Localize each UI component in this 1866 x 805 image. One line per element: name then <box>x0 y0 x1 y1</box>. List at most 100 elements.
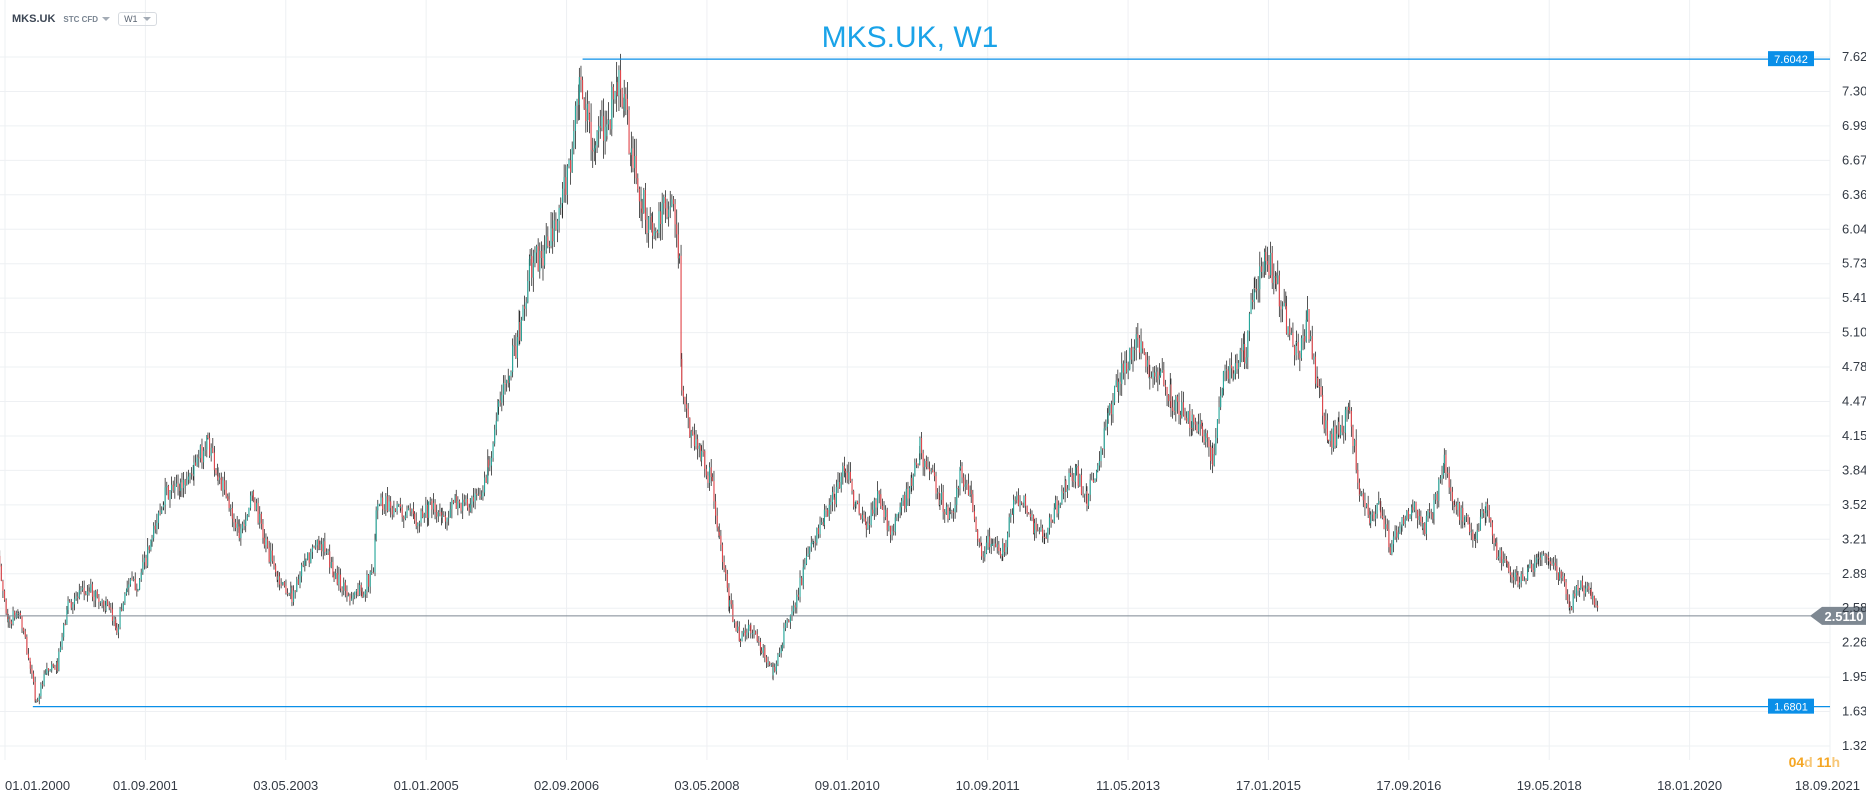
candle-body <box>124 593 126 603</box>
candle-body <box>1277 275 1279 284</box>
candle-body <box>388 501 390 511</box>
candle-body <box>1475 539 1477 541</box>
candle <box>161 506 163 515</box>
candle <box>845 468 847 483</box>
candle-body <box>1374 513 1377 519</box>
candle-body <box>1499 550 1501 557</box>
candle-body <box>497 406 499 421</box>
candle-body <box>156 522 158 530</box>
candle-body <box>95 591 97 601</box>
candle-body <box>227 496 229 500</box>
candle-body <box>1011 513 1013 515</box>
candle-body <box>1557 572 1560 580</box>
timeframe-select[interactable]: W1 <box>118 12 157 26</box>
candle <box>363 591 365 598</box>
candle-body <box>196 457 198 466</box>
candle-body <box>304 560 306 566</box>
candle <box>1358 478 1360 502</box>
candle <box>380 493 382 507</box>
candle <box>604 110 606 155</box>
candle <box>940 483 943 505</box>
candle <box>1026 505 1028 517</box>
candle-body <box>189 473 191 477</box>
candle <box>1062 487 1065 500</box>
candle <box>10 619 13 629</box>
candle <box>3 589 6 602</box>
candle-body <box>716 515 718 528</box>
candle <box>1370 511 1372 529</box>
candle <box>747 619 750 639</box>
candle-body <box>187 476 189 480</box>
candle-body <box>1314 356 1317 384</box>
candle <box>1187 410 1189 424</box>
candle-body <box>1539 557 1541 561</box>
candle-body <box>1086 491 1088 506</box>
candle-body <box>1109 404 1111 413</box>
candle <box>1013 494 1015 524</box>
candle <box>235 518 237 532</box>
candle-body <box>609 119 611 130</box>
symbol-label[interactable]: MKS.UK <box>12 13 56 25</box>
candle <box>1129 347 1131 371</box>
instrument-type[interactable]: STC CFD <box>63 15 111 24</box>
candle-body <box>995 543 997 548</box>
candle-body <box>212 447 214 453</box>
candle <box>534 246 536 268</box>
candle-body <box>1529 564 1531 568</box>
candle-body <box>751 633 753 635</box>
candle-body <box>669 206 671 210</box>
candle-body <box>1212 448 1214 466</box>
candle <box>1293 344 1296 366</box>
candle <box>1322 386 1324 425</box>
candle <box>1365 503 1368 509</box>
candle <box>1023 495 1025 508</box>
candle-body <box>548 245 551 247</box>
candle <box>1086 486 1088 512</box>
candle-body <box>1239 350 1241 363</box>
candle <box>593 138 595 162</box>
candle <box>1170 378 1172 417</box>
bar-countdown: 04d 11h <box>1789 754 1840 770</box>
candle <box>917 463 919 469</box>
candle <box>366 570 368 599</box>
candle <box>794 602 796 614</box>
candle-body <box>1421 522 1424 529</box>
chart-grid <box>0 0 1831 760</box>
candle-body <box>86 591 88 595</box>
candle-body <box>1325 420 1327 429</box>
candle <box>184 478 186 495</box>
candle-body <box>1157 371 1159 380</box>
candle <box>1079 473 1081 487</box>
candle-body <box>606 124 608 137</box>
candle <box>860 513 862 520</box>
candle <box>1216 419 1219 444</box>
candle <box>1248 311 1250 342</box>
candle-body <box>753 631 755 634</box>
candle <box>825 505 827 518</box>
candle-body <box>1180 415 1182 419</box>
candle-body <box>1551 563 1553 566</box>
y-tick-label: 5.4176 <box>1842 290 1866 305</box>
candle-body <box>532 262 534 278</box>
candle-body <box>1080 474 1083 495</box>
candle <box>1462 501 1464 529</box>
candle-body <box>656 231 658 234</box>
candle-body <box>1283 302 1285 307</box>
candle <box>338 566 340 591</box>
candle <box>346 585 348 602</box>
candle-body <box>468 507 470 512</box>
candle-body <box>1074 467 1077 482</box>
candle-body <box>17 613 19 615</box>
candle <box>630 152 632 167</box>
candle-body <box>1155 371 1157 377</box>
candle <box>162 502 165 511</box>
candle-body <box>111 609 114 621</box>
candle <box>1383 509 1385 530</box>
candle-body <box>1201 421 1203 427</box>
candle <box>560 197 562 215</box>
candle <box>1396 525 1398 543</box>
candle-body <box>1451 491 1453 502</box>
candle-body <box>88 591 90 593</box>
candle-body <box>525 302 527 309</box>
